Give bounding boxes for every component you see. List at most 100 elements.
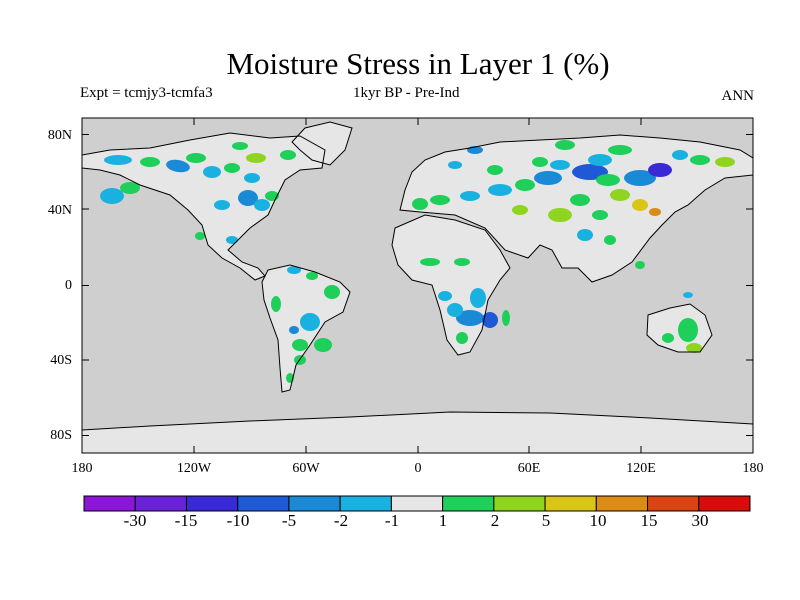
- colorbar-label: 2: [490, 511, 500, 530]
- coastline: [82, 132, 326, 281]
- colorbar-label: 10: [589, 511, 607, 530]
- anomaly-patch: [287, 266, 301, 274]
- anomaly-patch: [454, 258, 470, 266]
- anomaly-patch: [456, 310, 484, 326]
- anomaly-patch: [550, 160, 570, 170]
- colorbar-swatch: [339, 495, 392, 512]
- anomaly-patch: [186, 153, 206, 163]
- anomaly-patch: [104, 155, 132, 165]
- continent-antarctica: [82, 412, 753, 453]
- continent-greenland: [292, 122, 352, 165]
- colorbar-swatch: [647, 495, 700, 512]
- anomaly-patch: [314, 338, 332, 352]
- anomaly-patch: [548, 208, 572, 222]
- colorbar-swatch: [185, 495, 239, 512]
- lat-label-40n: 40N: [47, 203, 72, 218]
- anomaly-patch: [300, 313, 320, 331]
- anomaly-patch: [447, 303, 463, 317]
- anomaly-layer: [100, 140, 735, 383]
- colorbar-swatch: [442, 495, 495, 512]
- colorbar-swatch: [544, 495, 597, 512]
- anomaly-patch: [226, 236, 238, 244]
- experiment-label: Expt = tcmjy3-tcmfa3: [80, 85, 213, 101]
- anomaly-patch: [487, 165, 503, 175]
- anomaly-patch: [140, 157, 160, 167]
- colorbar-label: -15: [174, 511, 198, 530]
- anomaly-patch: [289, 326, 299, 334]
- colorbar-label: 15: [640, 511, 658, 530]
- axis-ticks: [81, 118, 754, 453]
- anomaly-patch: [635, 261, 645, 269]
- lon-label-180w: 180: [71, 461, 93, 476]
- anomaly-patch: [195, 232, 205, 240]
- colorbar-label: -2: [333, 511, 349, 530]
- lon-label-120w: 120W: [176, 461, 212, 476]
- anomaly-patch: [203, 166, 221, 178]
- anomaly-patch: [715, 157, 735, 167]
- lon-label-0: 0: [414, 461, 422, 476]
- map-title: Moisture Stress in Layer 1 (%): [226, 46, 610, 81]
- anomaly-patch: [224, 163, 240, 173]
- anomaly-patch: [324, 285, 340, 299]
- lon-label-180e: 180: [742, 461, 764, 476]
- anomaly-patch: [470, 288, 486, 308]
- anomaly-patch: [232, 142, 248, 150]
- anomaly-patch: [280, 150, 296, 160]
- anomaly-patch: [624, 170, 656, 186]
- anomaly-patch: [430, 195, 450, 205]
- anomaly-patch: [238, 190, 258, 206]
- anomaly-patch: [596, 174, 620, 186]
- colorbar-swatch: [134, 495, 187, 512]
- anomaly-patch: [271, 296, 281, 312]
- anomaly-patch: [214, 200, 230, 210]
- anomaly-patch: [448, 161, 462, 169]
- anomaly-patch: [512, 205, 528, 215]
- anomaly-patch: [488, 184, 512, 196]
- lon-label-120e: 120E: [626, 461, 656, 476]
- continent-north-america: [82, 133, 325, 280]
- lat-label-40s: 40S: [50, 353, 72, 368]
- anomaly-patch: [555, 140, 575, 150]
- anomaly-patch: [456, 332, 468, 344]
- colorbar-swatch: [237, 495, 290, 512]
- anomaly-patch: [592, 210, 608, 220]
- colorbar-swatch: [595, 495, 649, 512]
- colorbar-swatch: [288, 495, 341, 512]
- anomaly-patch: [482, 312, 498, 328]
- colorbar: [83, 495, 751, 512]
- anomaly-patch: [686, 343, 702, 353]
- anomaly-patch: [306, 272, 318, 280]
- anomaly-patch: [292, 339, 308, 351]
- anomaly-patch: [662, 333, 674, 343]
- colorbar-label: 5: [541, 511, 551, 530]
- colorbar-swatch: [493, 495, 546, 512]
- anomaly-patch: [100, 188, 124, 204]
- coastlines: [82, 121, 753, 453]
- colorbar-label: -5: [281, 511, 297, 530]
- anomaly-patch: [648, 163, 672, 177]
- anomaly-patch: [690, 155, 710, 165]
- anomaly-patch: [532, 157, 548, 167]
- anomaly-patch: [608, 145, 632, 155]
- anomaly-patch: [412, 198, 428, 210]
- colorbar-label: -1: [384, 511, 400, 530]
- anomaly-patch: [672, 150, 688, 160]
- colorbar-swatch: [83, 495, 136, 512]
- lat-label-80s: 80S: [50, 428, 72, 443]
- lon-label-60w: 60W: [292, 461, 320, 476]
- anomaly-patch: [610, 189, 630, 201]
- lat-label-80n: 80N: [47, 128, 72, 143]
- coastline: [82, 411, 753, 453]
- anomaly-patch: [246, 153, 266, 163]
- anomaly-patch: [515, 179, 535, 191]
- coastline: [646, 303, 713, 353]
- anomaly-patch: [632, 199, 648, 211]
- colorbar-swatch: [390, 495, 444, 512]
- anomaly-patch: [438, 291, 452, 301]
- period-label: 1kyr BP - Pre-Ind: [353, 85, 460, 101]
- lon-label-60e: 60E: [517, 461, 541, 476]
- coastline: [391, 214, 511, 356]
- colorbar-swatch: [698, 495, 751, 512]
- colorbar-label: 1: [438, 511, 448, 530]
- coastline: [291, 121, 353, 166]
